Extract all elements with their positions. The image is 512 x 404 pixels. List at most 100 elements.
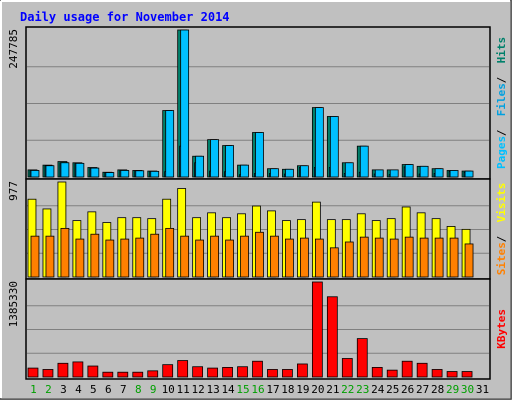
x-tick-label-24: 24 [371, 383, 385, 396]
bar-kbytes-day-22 [341, 358, 353, 378]
bar-sites-day-10 [165, 227, 175, 278]
bar-kbytes-day-6 [102, 371, 114, 378]
bar-sites-day-21 [329, 247, 339, 278]
x-tick-label-16: 16 [251, 383, 264, 396]
x-tick-label-15: 15 [236, 383, 249, 396]
bar-sites-day-14 [225, 239, 234, 278]
bar-pages-day-19 [300, 165, 309, 178]
bar-sites-day-27 [419, 237, 429, 278]
bar-kbytes-day-17 [267, 369, 278, 378]
bar-pages-day-23 [359, 145, 369, 178]
bar-pages-day-26 [404, 164, 414, 178]
x-tick-label-3: 3 [60, 383, 67, 396]
bar-kbytes-day-24 [371, 366, 383, 378]
side-label-kbytes: KBytes [495, 309, 508, 349]
bar-kbytes-day-11 [177, 360, 189, 378]
bar-kbytes-day-4 [72, 361, 84, 378]
bar-pages-day-12 [195, 155, 205, 178]
x-tick-label-2: 2 [45, 383, 52, 396]
bar-pages-day-27 [419, 165, 429, 178]
bar-pages-day-28 [434, 168, 444, 178]
x-tick-label-11: 11 [177, 383, 190, 396]
bar-pages-day-6 [105, 172, 115, 178]
x-tick-label-9: 9 [150, 383, 157, 396]
bar-sites-day-4 [75, 238, 85, 278]
bar-pages-day-9 [150, 170, 160, 178]
bar-sites-day-20 [314, 238, 324, 278]
bar-pages-day-8 [135, 170, 145, 178]
side-label-hits: Hits [495, 37, 508, 64]
bar-sites-day-1 [30, 235, 40, 278]
bar-pages-day-13 [210, 139, 219, 178]
bar-pages-day-16 [255, 132, 264, 178]
chart-title: Daily usage for November 2014 [20, 10, 230, 24]
bar-kbytes-day-16 [252, 360, 263, 378]
x-tick-label-20: 20 [311, 383, 324, 396]
bar-sites-day-28 [434, 237, 444, 278]
bar-pages-day-5 [90, 167, 100, 178]
bar-kbytes-day-10 [162, 364, 174, 378]
x-tick-label-13: 13 [206, 383, 219, 396]
x-tick-label-1: 1 [30, 383, 37, 396]
bar-kbytes-day-8 [132, 371, 144, 378]
bar-pages-day-11 [180, 29, 190, 178]
bar-pages-day-15 [240, 164, 249, 178]
bar-sites-day-2 [45, 235, 55, 278]
bar-pages-day-3 [60, 162, 70, 178]
bar-kbytes-day-27 [416, 362, 428, 378]
bar-sites-day-16 [255, 231, 264, 278]
bar-sites-day-30 [464, 243, 474, 278]
bar-kbytes-day-1 [27, 367, 39, 378]
bar-pages-day-24 [374, 169, 384, 178]
bar-pages-day-20 [314, 107, 324, 178]
side-label-sites: Sites [495, 242, 508, 275]
bar-sites-day-18 [285, 238, 294, 278]
bar-kbytes-day-29 [446, 371, 458, 378]
x-tick-label-4: 4 [75, 383, 82, 396]
bar-pages-day-30 [464, 170, 474, 178]
x-tick-label-12: 12 [192, 383, 205, 396]
x-tick-label-19: 19 [296, 383, 309, 396]
bar-pages-day-14 [225, 145, 234, 178]
x-tick-label-5: 5 [90, 383, 97, 396]
bar-sites-day-9 [150, 233, 160, 278]
bar-pages-day-2 [45, 165, 55, 178]
bar-kbytes-day-20 [311, 281, 323, 378]
bar-kbytes-day-12 [192, 366, 204, 378]
bar-sites-day-23 [359, 236, 369, 278]
bar-sites-day-8 [135, 237, 145, 278]
x-tick-label-30: 30 [461, 383, 474, 396]
bar-kbytes-day-25 [386, 369, 398, 378]
bar-sites-day-25 [389, 238, 399, 278]
bar-pages-day-4 [75, 162, 85, 178]
x-tick-label-28: 28 [431, 383, 444, 396]
bar-kbytes-day-23 [356, 338, 368, 378]
bar-kbytes-day-3 [57, 362, 69, 378]
bar-sites-day-5 [90, 233, 100, 278]
side-label-pages: Pages [495, 136, 508, 169]
side-label-separator-hits-files-pages-1: / [495, 129, 508, 136]
bar-kbytes-day-7 [117, 371, 129, 378]
bar-sites-day-22 [344, 241, 354, 278]
bar-sites-day-24 [374, 237, 384, 278]
x-tick-label-21: 21 [326, 383, 339, 396]
bar-pages-day-22 [344, 162, 354, 178]
bar-sites-day-19 [300, 237, 309, 278]
side-label-visits: Visits [495, 183, 508, 223]
y-max-label-visits-sites: 977 [7, 181, 20, 201]
bar-kbytes-day-21 [326, 296, 338, 378]
x-tick-label-6: 6 [105, 383, 112, 396]
bar-kbytes-day-9 [147, 370, 159, 378]
y-max-label-kbytes: 1385330 [7, 281, 20, 327]
bar-pages-day-29 [449, 170, 459, 178]
bar-pages-day-1 [30, 170, 40, 178]
bar-sites-day-12 [195, 239, 205, 278]
bar-sites-day-29 [449, 237, 459, 278]
side-label-files: Files [495, 83, 508, 116]
bar-sites-day-3 [60, 227, 70, 278]
bar-kbytes-day-2 [42, 369, 54, 378]
x-tick-label-18: 18 [281, 383, 294, 396]
bar-pages-day-18 [285, 168, 294, 178]
bar-pages-day-25 [389, 169, 399, 178]
